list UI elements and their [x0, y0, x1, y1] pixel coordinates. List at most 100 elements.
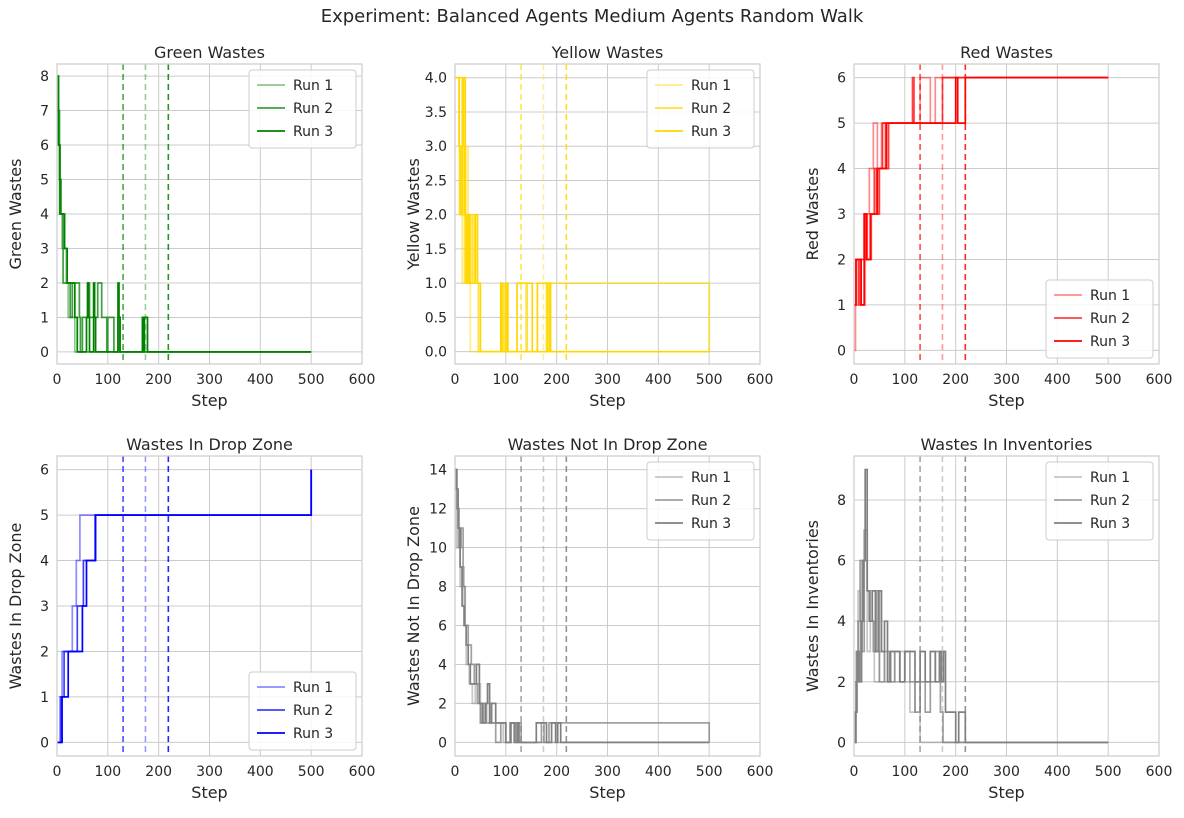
x-tick-label: 300	[594, 764, 621, 780]
x-tick-label: 200	[543, 372, 570, 388]
y-axis-label: Wastes In Drop Zone	[6, 523, 25, 690]
y-tick-label: 12	[429, 502, 447, 518]
x-tick-label: 0	[53, 764, 62, 780]
y-tick-label: 6	[837, 71, 846, 87]
y-tick-label: 0	[837, 343, 846, 359]
plot-frame	[853, 455, 1160, 757]
plot-frame	[56, 63, 363, 365]
subplot-2: 0 100 200 300 400 500 600 0.0 0.5 1.0 1.5 2.0 2.5 3.0…	[404, 43, 773, 410]
x-tick-label: 600	[747, 372, 774, 388]
subplot-title: Wastes In Inventories	[921, 435, 1093, 454]
x-tick-label: 0	[451, 372, 460, 388]
legend: Run 1 Run 2 Run 3	[646, 69, 755, 149]
legend-label: Run 1	[293, 680, 333, 696]
series-line-run-3	[455, 76, 710, 353]
legend-box	[646, 461, 755, 541]
y-tick-label: 1	[40, 310, 49, 326]
legend-label: Run 1	[1090, 288, 1130, 304]
y-tick-label: 0	[40, 345, 49, 361]
y-tick-label: 14	[429, 463, 447, 479]
y-tick-label: 1	[40, 690, 49, 706]
y-axis-label: Wastes Not In Drop Zone	[404, 506, 423, 706]
y-tick-label: 0	[438, 735, 447, 751]
subplot-4: 0 100 200 300 400 500 600 0 1 2 3 4 5 6 Wastes In Drop…	[6, 435, 375, 802]
x-tick-label: 500	[696, 764, 723, 780]
y-tick-label: 4	[40, 554, 49, 570]
y-tick-label: 3	[837, 207, 846, 223]
legend-label: Run 3	[691, 516, 731, 532]
y-tick-label: 0	[40, 735, 49, 751]
y-tick-label: 4	[837, 614, 846, 630]
y-tick-label: 3.0	[425, 139, 447, 155]
legend-box	[1045, 279, 1154, 359]
y-tick-label: 2	[837, 675, 846, 691]
y-tick-label: 1.5	[425, 242, 447, 258]
x-tick-label: 100	[492, 764, 519, 780]
x-tick-label: 400	[1044, 372, 1071, 388]
x-tick-label: 0	[850, 372, 859, 388]
x-tick-label: 400	[247, 372, 274, 388]
plot-frame	[853, 63, 1160, 365]
legend-label: Run 3	[691, 124, 731, 140]
y-tick-label: 5	[40, 173, 49, 189]
y-tick-label: 6	[438, 618, 447, 634]
series-line-run-3	[57, 469, 313, 744]
y-tick-label: 4	[40, 207, 49, 223]
legend-box	[1045, 461, 1154, 541]
y-axis-label: Wastes In Inventories	[803, 520, 822, 692]
y-tick-label: 5	[837, 116, 846, 132]
series-line-run-3	[854, 76, 1109, 306]
subplot-3: 0 100 200 300 400 500 600 0 1 2 3 4 5 6 Red Wastes Step…	[803, 43, 1172, 410]
series-line-run-3	[455, 468, 710, 744]
plot-frame	[454, 63, 761, 365]
subplot-title: Wastes Not In Drop Zone	[508, 435, 708, 454]
y-tick-label: 0.0	[425, 345, 447, 361]
x-tick-label: 300	[993, 764, 1020, 780]
y-tick-label: 3.5	[425, 105, 447, 121]
x-tick-label: 200	[145, 764, 172, 780]
y-tick-label: 2	[40, 276, 49, 292]
y-axis-label: Green Wastes	[6, 159, 25, 270]
x-tick-label: 300	[594, 372, 621, 388]
x-tick-label: 100	[94, 764, 121, 780]
subplot-title: Red Wastes	[960, 43, 1053, 62]
x-tick-label: 200	[942, 372, 969, 388]
figure-title: Experiment: Balanced Agents Medium Agent…	[320, 6, 864, 27]
legend-label: Run 1	[691, 78, 731, 94]
y-tick-label: 4.0	[425, 71, 447, 87]
y-tick-label: 3	[40, 599, 49, 615]
y-tick-label: 6	[40, 463, 49, 479]
x-tick-label: 100	[891, 764, 918, 780]
legend-box	[646, 69, 755, 149]
x-tick-label: 400	[247, 764, 274, 780]
x-tick-label: 200	[543, 764, 570, 780]
x-tick-label: 200	[145, 372, 172, 388]
y-tick-label: 4	[438, 657, 447, 673]
x-tick-label: 300	[993, 372, 1020, 388]
legend-label: Run 1	[293, 78, 333, 94]
y-tick-label: 8	[438, 580, 447, 596]
subplot-title: Yellow Wastes	[551, 43, 664, 62]
legend: Run 1 Run 2 Run 3	[1045, 461, 1154, 541]
y-tick-label: 1	[837, 298, 846, 314]
x-tick-label: 500	[298, 372, 325, 388]
x-axis-label: Step	[988, 783, 1024, 802]
x-tick-label: 400	[645, 764, 672, 780]
y-tick-label: 8	[837, 493, 846, 509]
x-tick-label: 600	[349, 372, 376, 388]
x-tick-label: 600	[1146, 764, 1173, 780]
x-axis-label: Step	[589, 391, 625, 410]
plot-frame	[454, 455, 761, 757]
legend-label: Run 1	[1090, 470, 1130, 486]
plot-frame	[56, 455, 363, 757]
subplot-6: 0 100 200 300 400 500 600 0 2 4 6 8 Wastes In Invent…	[803, 435, 1172, 802]
x-tick-label: 600	[1146, 372, 1173, 388]
x-tick-label: 600	[349, 764, 376, 780]
x-tick-label: 100	[94, 372, 121, 388]
x-tick-label: 500	[1095, 764, 1122, 780]
y-tick-label: 4	[837, 162, 846, 178]
legend: Run 1 Run 2 Run 3	[1045, 279, 1154, 359]
y-tick-label: 6	[40, 138, 49, 154]
legend-label: Run 3	[293, 726, 333, 742]
